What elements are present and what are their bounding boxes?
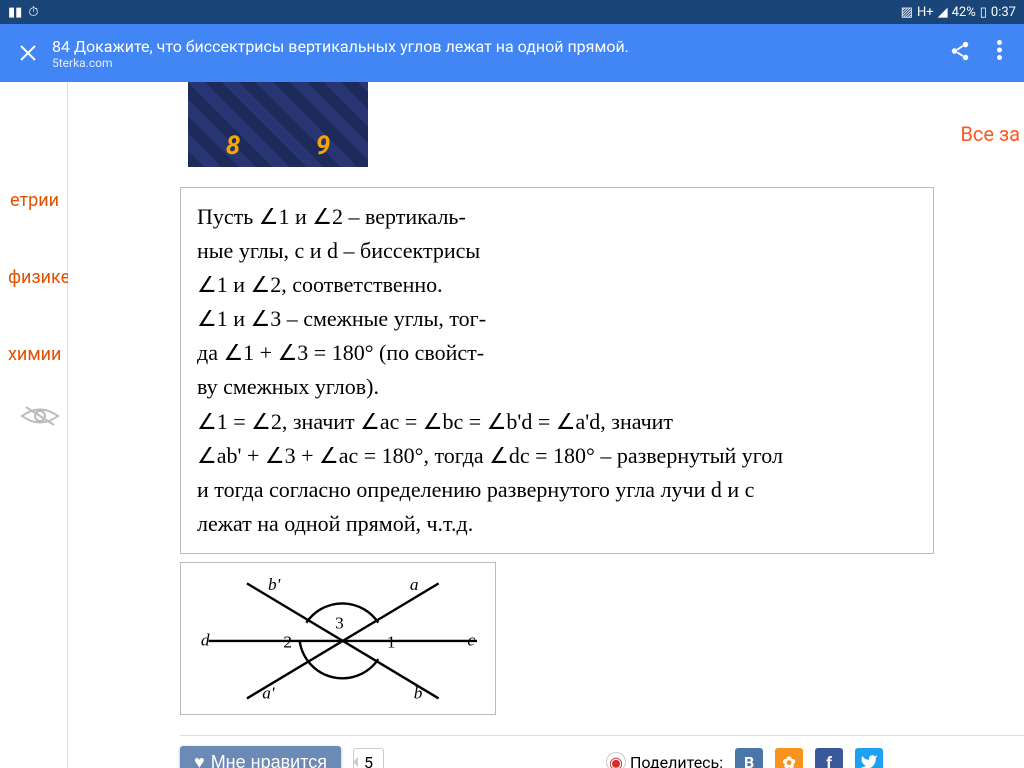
- vibrate-icon: ▨: [901, 5, 913, 20]
- social-bar: ♥ Мне нравится 5 ◉ Поделитесь: B ✿ f: [180, 735, 1024, 768]
- svg-text:b: b: [414, 683, 423, 702]
- fb-share-button[interactable]: f: [815, 748, 843, 768]
- proof-line: да ∠1 + ∠3 = 180° (по свойст-: [197, 336, 917, 370]
- battery-text: 42%: [952, 5, 976, 20]
- eye-icon: [20, 403, 67, 433]
- proof-line: ные углы, c и d – биссектрисы: [197, 234, 917, 268]
- clock-icon: ⏱: [28, 5, 38, 20]
- like-count: 5: [353, 748, 384, 768]
- close-icon: [19, 44, 37, 62]
- sidebar: етрии физике химии: [0, 82, 68, 768]
- svg-text:2: 2: [283, 633, 292, 652]
- vk-share-button[interactable]: B: [735, 748, 763, 768]
- tab-url: 5terka.com: [52, 56, 949, 70]
- proof-line: ву смежных углов).: [197, 370, 917, 404]
- svg-text:1: 1: [387, 633, 396, 652]
- sidebar-item-chemistry[interactable]: химии: [0, 316, 67, 393]
- svg-text:a': a': [262, 683, 275, 702]
- clock-text: 0:37: [991, 5, 1016, 20]
- proof-line: лежат на одной прямой, ч.т.д.: [197, 507, 917, 541]
- tab-title: 84 Докажите, что биссектрисы вертикальны…: [52, 37, 949, 56]
- book-num-8: 8: [226, 131, 240, 161]
- svg-text:b': b': [268, 575, 281, 594]
- share-label: Поделитесь:: [630, 753, 723, 768]
- proof-line: и тогда согласно определению развернутог…: [197, 473, 917, 507]
- svg-text:a: a: [410, 575, 419, 594]
- sidebar-item-physics[interactable]: физике: [0, 239, 67, 316]
- heart-icon: ♥: [194, 752, 205, 768]
- svg-text:c: c: [467, 631, 475, 650]
- svg-text:3: 3: [335, 613, 344, 632]
- proof-line: Пусть ∠1 и ∠2 – вертикаль-: [197, 200, 917, 234]
- pause-icon: ▮▮: [8, 5, 22, 20]
- book-num-9: 9: [316, 131, 330, 161]
- sidebar-item-geometry[interactable]: етрии: [0, 162, 67, 239]
- share-speaker-icon: ◉: [606, 752, 626, 768]
- like-button[interactable]: ♥ Мне нравится: [180, 746, 341, 768]
- tw-share-button[interactable]: [855, 748, 883, 768]
- all-tasks-link[interactable]: Все за: [960, 122, 1020, 146]
- signal-icon: ◢: [938, 5, 948, 20]
- mobile-data-icon: H+: [917, 5, 934, 20]
- proof-line: ∠ab' + ∠3 + ∠ac = 180°, тогда ∠dc = 180°…: [197, 439, 917, 473]
- menu-icon[interactable]: [997, 40, 1002, 66]
- svg-text:d: d: [201, 631, 210, 650]
- browser-header: 84 Докажите, что биссектрисы вертикальны…: [0, 24, 1024, 82]
- proof-line: ∠1 и ∠3 – смежные углы, тог-: [197, 302, 917, 336]
- geometry-diagram: b' a d c a' b 3 2 1: [180, 562, 496, 715]
- main-content[interactable]: 8 9 Все за Пусть ∠1 и ∠2 – вертикаль- ны…: [68, 82, 1024, 768]
- share-icon[interactable]: [949, 40, 971, 66]
- proof-line: ∠1 = ∠2, значит ∠ac = ∠bc = ∠b'd = ∠a'd,…: [197, 405, 917, 439]
- like-label: Мне нравится: [211, 752, 327, 768]
- battery-icon: ▯: [980, 5, 987, 20]
- textbook-thumbnail[interactable]: 8 9: [188, 82, 368, 167]
- close-tab-button[interactable]: [12, 44, 44, 62]
- proof-text-box: Пусть ∠1 и ∠2 – вертикаль- ные углы, c и…: [180, 187, 934, 554]
- tab-info[interactable]: 84 Докажите, что биссектрисы вертикальны…: [44, 37, 949, 70]
- android-status-bar: ▮▮ ⏱ ▨ H+ ◢ 42% ▯ 0:37: [0, 0, 1024, 24]
- proof-line: ∠1 и ∠2, соответственно.: [197, 268, 917, 302]
- ok-share-button[interactable]: ✿: [775, 748, 803, 768]
